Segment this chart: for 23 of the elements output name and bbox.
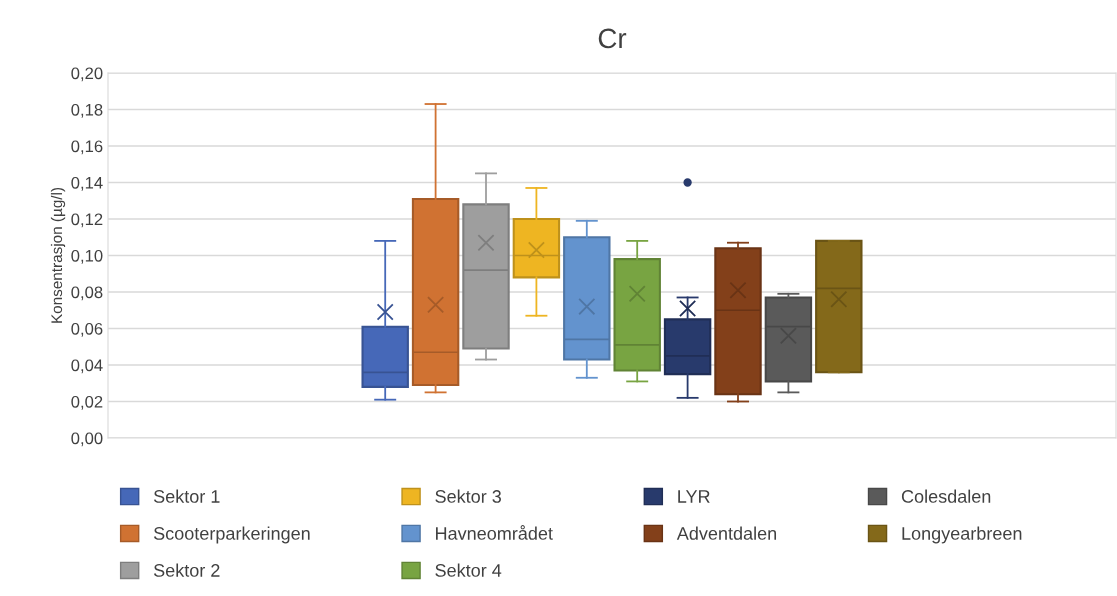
y-tick-label: 0,16 (71, 140, 103, 155)
legend-label: Sektor 4 (435, 563, 502, 577)
legend-label: LYR (678, 490, 710, 503)
y-tick-label: 0,20 (71, 67, 103, 82)
legend-label: Colesdalen (901, 489, 991, 503)
y-tick-label: 0,08 (71, 286, 103, 301)
legend-label: Sektor 2 (153, 563, 220, 577)
y-tick-label: 0,18 (71, 103, 103, 118)
y-tick-label: 0,04 (71, 359, 103, 374)
y-tick-label: 0,14 (71, 176, 103, 191)
y-tick-label: 0,02 (71, 395, 103, 410)
y-tick-label: 0,06 (71, 322, 103, 337)
legend-label: Longyearbreen (902, 526, 1022, 544)
legend-label: Havneområdet (436, 525, 553, 540)
legend-label: Sektor 1 (153, 489, 220, 503)
y-tick-label: 0,12 (71, 213, 103, 228)
y-axis-title: Konsentrasjon (µg/l) (50, 187, 66, 323)
chart-title: Cr (598, 28, 627, 49)
y-tick-label: 0,00 (71, 432, 103, 447)
legend-label: Scooterparkeringen (153, 526, 310, 544)
legend-label: Adventdalen (676, 526, 777, 540)
y-tick-label: 0,10 (71, 249, 103, 264)
legend-label: Sektor 3 (435, 489, 501, 503)
